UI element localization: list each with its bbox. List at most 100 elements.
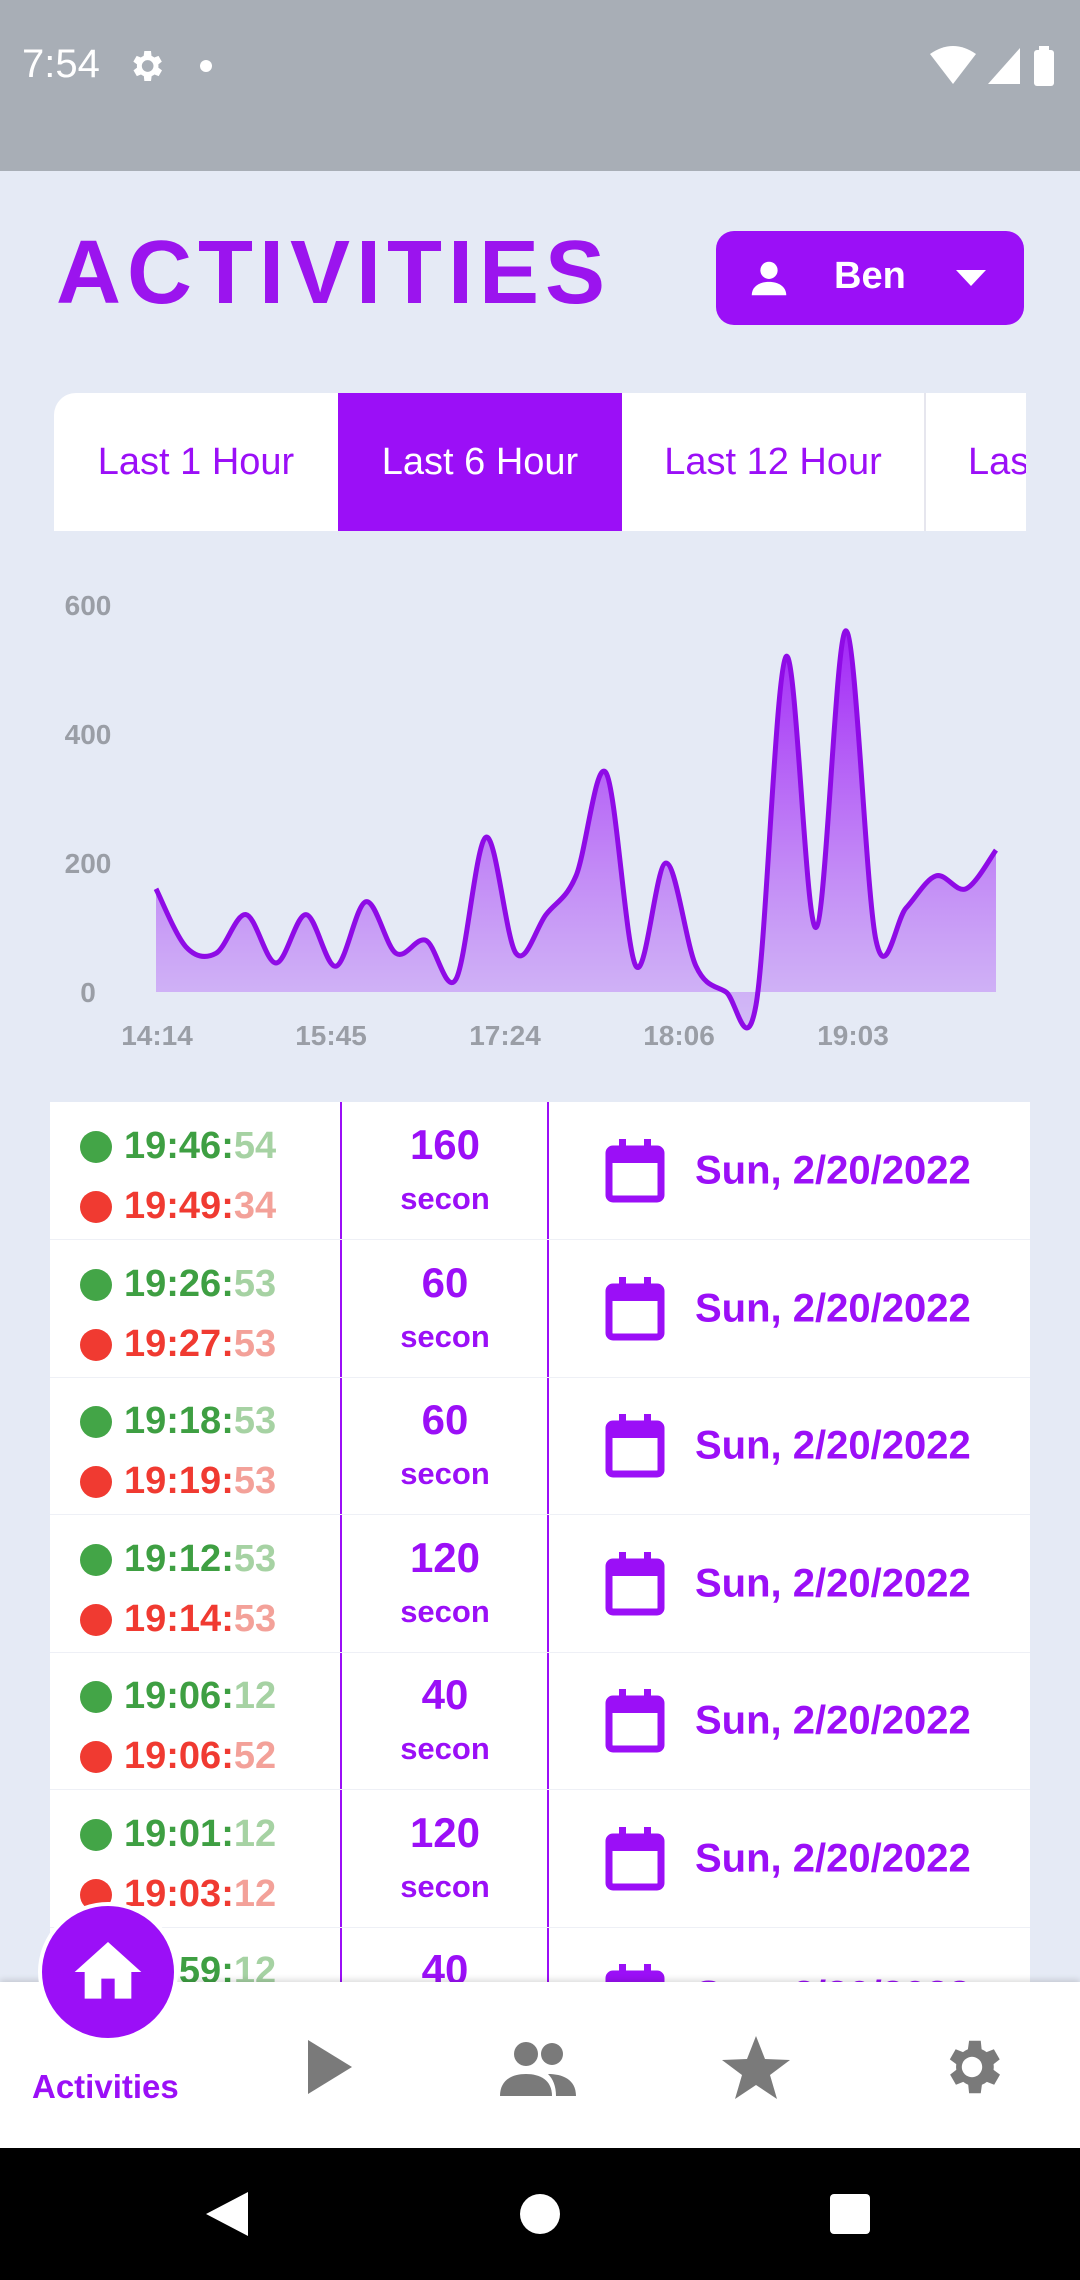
home-icon	[74, 1942, 142, 1999]
end-time-seconds: 52	[233, 1735, 277, 1777]
end-time-hm: 19:49:	[124, 1185, 234, 1227]
x-tick-label: 14:14	[121, 1020, 193, 1051]
bottom-navigation	[0, 1982, 1080, 2148]
duration-value: 60	[421, 1258, 469, 1306]
end-time-seconds: 53	[233, 1322, 277, 1365]
column-divider	[547, 1102, 549, 1982]
page-title: ACTIVITIES	[56, 223, 612, 323]
recents-icon[interactable]	[828, 2192, 872, 2236]
time-range: 19:18:53 19:19:53	[80, 1391, 330, 1511]
start-time-seconds: 53	[233, 1400, 277, 1442]
gear-icon[interactable]	[932, 2032, 1012, 2102]
notification-dot-icon	[200, 60, 212, 72]
calendar-icon	[605, 1139, 665, 1203]
start-time: 19:06:12	[80, 1666, 330, 1726]
tab-last-6-hour[interactable]: Last 6 Hour	[338, 393, 622, 531]
start-time-seconds: 53	[233, 1262, 277, 1305]
duration-unit: secon	[400, 1456, 490, 1491]
person-icon	[751, 261, 787, 296]
end-time-seconds: 53	[233, 1597, 277, 1640]
activity-chart: 0 200 400 600 14:14 15:45 17:24 18:06 19:03	[65, 590, 999, 1051]
stop-dot-icon	[80, 1328, 112, 1361]
list-item[interactable]: 18:59:1240seconSun, 2/20/2022	[50, 1927, 1030, 1982]
time-range: 19:46:54 19:49:34	[80, 1116, 330, 1236]
chevron-down-icon	[956, 270, 986, 286]
settings-icon	[133, 51, 162, 81]
end-time-seconds: 53	[233, 1460, 277, 1502]
list-item[interactable]: 19:12:53 19:14:53 120 secon Sun, 2/20/2022	[50, 1515, 1030, 1653]
duration: 40 secon	[340, 1666, 550, 1774]
stop-dot-icon	[80, 1741, 112, 1773]
start-dot-icon	[80, 1406, 112, 1438]
tab-last-1-hour[interactable]: Last 1 Hour	[97, 441, 295, 483]
signal-icon	[988, 48, 1020, 84]
tab-last-24-hour[interactable]: Last 24 Hour	[968, 441, 1026, 483]
activity-date-text: Sun, 2/20/2022	[695, 1286, 971, 1330]
time-range: 19:01:12 19:03:12	[80, 1804, 330, 1924]
activity-date: Sun, 2/20/2022	[605, 1414, 971, 1478]
list-item[interactable]: 19:46:54 19:49:34 160 secon Sun, 2/20/2022	[50, 1102, 1030, 1240]
stop-dot-icon	[80, 1603, 112, 1636]
start-time-seconds: 12	[233, 1675, 277, 1717]
duration: 60 secon	[340, 1391, 550, 1499]
time-range: 19:26:53 19:27:53	[80, 1254, 330, 1374]
duration: 160 secon	[340, 1116, 550, 1224]
star-icon[interactable]	[716, 2032, 796, 2102]
list-item[interactable]: 19:26:53 19:27:53 60 secon Sun, 2/20/2022	[50, 1240, 1030, 1378]
list-item[interactable]: 19:18:53 19:19:53 60 secon Sun, 2/20/2022	[50, 1377, 1030, 1515]
activity-date-text: Sun, 2/20/2022	[695, 1148, 971, 1193]
time-range: 19:06:12 19:06:52	[80, 1666, 330, 1786]
duration-value: 120	[409, 1808, 481, 1856]
activity-date: Sun, 2/20/2022	[605, 1276, 971, 1341]
user-name: Ben	[834, 255, 906, 297]
time-range-tabs: Last 1 Hour Last 6 Hour Last 12 Hour Las…	[54, 393, 1026, 531]
stop-dot-icon	[80, 1466, 112, 1498]
calendar-icon	[605, 1826, 665, 1891]
list-item[interactable]: 19:06:12 19:06:52 40 secon Sun, 2/20/2022	[50, 1652, 1030, 1790]
user-selector-button[interactable]: Ben	[716, 231, 1024, 325]
nav-activities-label[interactable]: Activities	[32, 2068, 179, 2105]
start-dot-icon	[80, 1818, 112, 1851]
start-time: 19:12:53	[80, 1529, 330, 1589]
system-navigation-bar	[0, 2148, 1080, 2280]
activity-date: Sun, 2/20/2022	[605, 1826, 971, 1891]
duration-unit: secon	[400, 1318, 490, 1354]
end-time-hm: 19:19:	[124, 1460, 234, 1502]
activity-date: Sun, 2/20/2022	[605, 1964, 971, 1982]
end-time-seconds: 34	[233, 1185, 277, 1227]
list-item[interactable]: 19:01:12 19:03:12 120 secon Sun, 2/20/2022	[50, 1790, 1030, 1928]
activity-date: Sun, 2/20/2022	[605, 1139, 971, 1203]
start-time-seconds: 54	[233, 1125, 277, 1167]
back-icon[interactable]	[204, 2190, 250, 2238]
end-time: 19:14:53	[80, 1589, 330, 1649]
people-icon[interactable]	[498, 2032, 578, 2102]
activity-date-text: Sun, 2/20/2022	[695, 1561, 971, 1605]
end-time-hm: 19:06:	[124, 1735, 234, 1777]
duration-unit: secon	[400, 1868, 490, 1904]
start-time-hm: 19:18:	[124, 1400, 234, 1442]
play-icon[interactable]	[290, 2032, 370, 2102]
start-time-seconds: 53	[233, 1537, 277, 1580]
tab-last-12-hour[interactable]: Last 12 Hour	[622, 393, 926, 531]
x-tick-label: 19:03	[817, 1020, 889, 1051]
start-time: 19:26:53	[80, 1254, 330, 1314]
nav-activities-button[interactable]	[38, 1902, 178, 2042]
start-time-hm: 19:01:	[124, 1812, 234, 1855]
chart-area	[156, 630, 996, 1028]
duration: 120 secon	[340, 1804, 550, 1912]
column-divider	[340, 1102, 342, 1982]
duration-unit: secon	[400, 1593, 490, 1629]
activity-date: Sun, 2/20/2022	[605, 1551, 971, 1616]
home-circle-icon[interactable]	[518, 2192, 562, 2236]
duration-value: 120	[409, 1533, 481, 1581]
start-time-hm: 19:12:	[124, 1537, 234, 1580]
end-time: 19:27:53	[80, 1314, 330, 1374]
end-time-hm: 19:14:	[124, 1597, 234, 1640]
battery-icon	[1034, 50, 1054, 86]
duration: 60 secon	[340, 1254, 550, 1362]
calendar-icon	[605, 1964, 665, 1982]
end-time: 19:03:12	[80, 1864, 330, 1924]
activity-date-text: Sun, 2/20/2022	[695, 1423, 971, 1468]
duration-unit: secon	[400, 1731, 490, 1766]
status-time: 7:54	[22, 42, 100, 86]
